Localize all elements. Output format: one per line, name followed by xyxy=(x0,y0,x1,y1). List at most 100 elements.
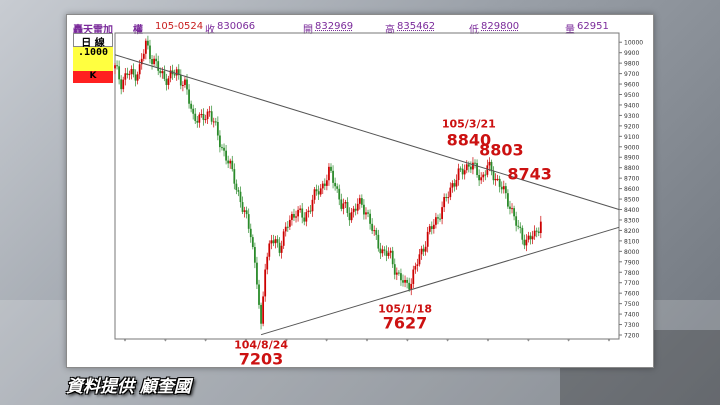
x-tick-label: * xyxy=(164,339,167,345)
candle-body xyxy=(511,208,513,210)
candle-body xyxy=(498,178,501,187)
candle-body xyxy=(299,208,302,210)
x-tick-label: * xyxy=(245,339,248,345)
header-low-value: 829800 xyxy=(481,21,519,35)
candle-body xyxy=(253,247,256,263)
candle-body xyxy=(406,279,409,283)
x-tick-label: * xyxy=(285,339,288,345)
candle-body xyxy=(461,168,464,175)
candle-body xyxy=(293,214,295,218)
x-tick-label: * xyxy=(204,339,207,345)
candle-body xyxy=(488,161,491,166)
plot-frame xyxy=(114,32,620,340)
header-volume-value: 62951 xyxy=(577,21,609,32)
x-tick-label: * xyxy=(487,339,490,345)
candle-body xyxy=(422,248,425,252)
candle-body xyxy=(313,189,316,200)
candle-body xyxy=(325,180,328,186)
x-tick-label: * xyxy=(608,339,611,345)
header-close-value: 830066 xyxy=(217,21,256,32)
candle-body xyxy=(186,79,188,90)
candle-body xyxy=(268,243,271,257)
candle-body xyxy=(346,202,349,214)
candle-body xyxy=(480,177,483,181)
candle-body xyxy=(348,213,351,221)
candle-body xyxy=(377,234,380,249)
candle-body xyxy=(212,121,215,123)
header-high-label: 高 xyxy=(385,25,395,36)
candle-body xyxy=(247,214,250,229)
candle-body xyxy=(243,210,246,212)
y-tick-label: 8100 xyxy=(624,238,639,245)
candle-body xyxy=(517,225,520,227)
candle-body xyxy=(416,264,419,266)
candle-body xyxy=(402,280,404,283)
candle-body xyxy=(225,150,227,161)
candle-body xyxy=(118,66,121,80)
low-value: 829800 xyxy=(481,21,520,32)
candle-body xyxy=(400,273,402,281)
candle-body xyxy=(235,183,238,191)
header-open-value: 832969 xyxy=(315,21,353,35)
candle-body xyxy=(387,252,390,256)
candle-body xyxy=(276,239,279,243)
candle-body xyxy=(507,193,509,207)
x-tick-label: * xyxy=(124,339,127,345)
candle-body xyxy=(231,160,234,170)
candle-body xyxy=(344,202,347,204)
candle-body xyxy=(365,212,367,215)
candle-body xyxy=(533,230,536,237)
y-tick-label: 8800 xyxy=(624,165,639,172)
candle-body xyxy=(486,165,489,175)
candle-body xyxy=(332,170,334,183)
candle-body xyxy=(397,272,400,274)
high-value: 835462 xyxy=(397,21,436,32)
candle-body xyxy=(214,121,217,123)
y-tick-label: 10000 xyxy=(624,40,643,47)
candle-body xyxy=(412,269,415,284)
candle-body xyxy=(136,74,139,81)
header-high-value: 835462 xyxy=(397,21,435,35)
candle-body xyxy=(233,169,236,184)
annotation-value: 7627 xyxy=(383,313,428,332)
y-tick-label: 8700 xyxy=(624,176,639,183)
candle-body xyxy=(445,197,448,199)
candle-body xyxy=(391,250,394,265)
x-tick-label: * xyxy=(366,339,369,345)
candle-body xyxy=(245,210,248,215)
candle-body xyxy=(116,65,118,67)
candle-body xyxy=(476,163,478,176)
y-tick-label: 7400 xyxy=(624,312,639,319)
candle-body xyxy=(286,226,289,228)
candle-body xyxy=(467,164,470,167)
candle-body xyxy=(443,197,446,208)
header-close-label: 收 xyxy=(205,25,215,36)
candle-body xyxy=(179,75,182,86)
candle-body xyxy=(190,103,193,109)
candlestick-chart: 7200 7300 7400 7500 7600 7700 7800 7900 8000 8100… xyxy=(114,32,643,369)
candle-body xyxy=(288,219,291,227)
candle-body xyxy=(527,235,530,240)
candle-body xyxy=(465,164,468,171)
candle-body xyxy=(356,203,359,211)
candle-body xyxy=(430,226,433,229)
y-tick-label: 7500 xyxy=(624,301,639,308)
y-tick-label: 9400 xyxy=(624,102,639,109)
candle-body xyxy=(457,168,460,181)
header-open-label: 開 xyxy=(303,25,313,36)
candle-body xyxy=(192,108,195,114)
candle-body xyxy=(126,73,129,75)
candle-body xyxy=(303,217,306,222)
candle-body xyxy=(272,240,275,244)
candle-body xyxy=(381,249,384,254)
candle-body xyxy=(138,64,141,75)
candle-body xyxy=(239,191,242,203)
y-tick-label: 9000 xyxy=(624,144,639,151)
candle-body xyxy=(159,70,162,74)
x-tick-label: * xyxy=(406,339,409,345)
annotation-date: 105/3/21 xyxy=(442,118,496,131)
candle-body xyxy=(369,213,371,224)
candle-body xyxy=(363,204,365,215)
header-name: 轟天雷加 xyxy=(73,25,113,36)
candle-body xyxy=(147,40,149,46)
